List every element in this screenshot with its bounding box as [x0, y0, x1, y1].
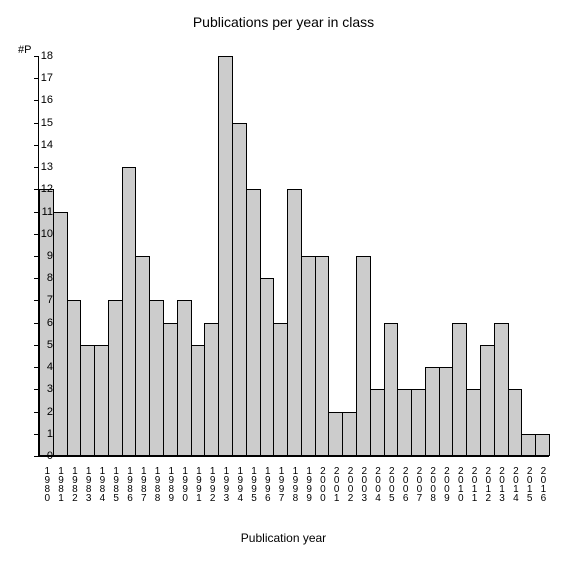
x-tick-label: 2001: [327, 460, 341, 508]
x-tick-label: 1989: [162, 460, 176, 508]
bar: [370, 389, 385, 456]
x-tick-label: 1991: [190, 460, 204, 508]
bar: [356, 256, 371, 456]
bar: [452, 323, 467, 456]
y-tick-label: 3: [33, 383, 53, 395]
x-tick-label: 2011: [465, 460, 479, 508]
x-tick-label: 1982: [66, 460, 80, 508]
x-tick-label: 2009: [438, 460, 452, 508]
bar: [204, 323, 219, 456]
x-tick-label: 2005: [383, 460, 397, 508]
bar: [521, 434, 536, 456]
bar: [397, 389, 412, 456]
x-tick-label: 1996: [259, 460, 273, 508]
x-tick-label: 2006: [396, 460, 410, 508]
bar: [135, 256, 150, 456]
x-tick-label: 2007: [410, 460, 424, 508]
x-tick-label: 1995: [245, 460, 259, 508]
bar: [384, 323, 399, 456]
x-tick-label: 1985: [107, 460, 121, 508]
y-tick-label: 4: [33, 361, 53, 373]
bars-group: [39, 56, 549, 456]
y-tick-label: 2: [33, 406, 53, 418]
bar: [246, 189, 261, 456]
y-tick-label: 6: [33, 317, 53, 329]
bar: [466, 389, 481, 456]
x-tick-label: 1988: [148, 460, 162, 508]
bar: [508, 389, 523, 456]
x-tick-label: 2003: [355, 460, 369, 508]
y-tick-label: 16: [33, 94, 53, 106]
x-labels-group: 1980198119821983198419851986198719881989…: [38, 460, 548, 508]
y-tick-label: 14: [33, 139, 53, 151]
bar: [80, 345, 95, 456]
x-tick-label: 2004: [369, 460, 383, 508]
y-tick-label: 13: [33, 161, 53, 173]
bar: [67, 300, 82, 456]
bar: [287, 189, 302, 456]
bar: [218, 56, 233, 456]
x-tick-label: 1987: [134, 460, 148, 508]
x-axis-title: Publication year: [0, 531, 567, 545]
bar: [177, 300, 192, 456]
bar: [108, 300, 123, 456]
x-tick-label: 2014: [507, 460, 521, 508]
bar: [191, 345, 206, 456]
x-tick-label: 2016: [534, 460, 548, 508]
bar: [94, 345, 109, 456]
bar: [411, 389, 426, 456]
x-tick-label: 1980: [38, 460, 52, 508]
x-tick-label: 2012: [479, 460, 493, 508]
y-tick-label: 10: [33, 228, 53, 240]
bar: [122, 167, 137, 456]
x-tick-label: 1994: [231, 460, 245, 508]
y-tick-label: 12: [33, 183, 53, 195]
chart-title: Publications per year in class: [0, 14, 567, 30]
bar: [149, 300, 164, 456]
chart-container: Publications per year in class #P 012345…: [0, 0, 567, 567]
x-tick-label: 1997: [272, 460, 286, 508]
x-tick-label: 1984: [93, 460, 107, 508]
x-tick-label: 2002: [341, 460, 355, 508]
bar: [439, 367, 454, 456]
bar: [232, 123, 247, 456]
x-tick-label: 1999: [300, 460, 314, 508]
x-tick-label: 1983: [79, 460, 93, 508]
x-tick-label: 2008: [424, 460, 438, 508]
x-tick-label: 1992: [203, 460, 217, 508]
y-tick-label: 18: [33, 50, 53, 62]
x-tick-label: 1986: [121, 460, 135, 508]
plot-area: [38, 56, 549, 457]
bar: [494, 323, 509, 456]
bar: [328, 412, 343, 456]
y-tick-label: 11: [33, 206, 53, 218]
bar: [301, 256, 316, 456]
x-tick-label: 1998: [286, 460, 300, 508]
y-axis-label: #P: [18, 44, 31, 56]
bar: [273, 323, 288, 456]
bar: [480, 345, 495, 456]
y-tick-label: 7: [33, 294, 53, 306]
y-tick-label: 17: [33, 72, 53, 84]
x-tick-label: 1993: [217, 460, 231, 508]
bar: [53, 212, 68, 456]
y-tick-label: 1: [33, 428, 53, 440]
bar: [535, 434, 550, 456]
bar: [425, 367, 440, 456]
x-tick-label: 1990: [176, 460, 190, 508]
bar: [342, 412, 357, 456]
x-tick-label: 2015: [520, 460, 534, 508]
bar: [163, 323, 178, 456]
y-tick-label: 9: [33, 250, 53, 262]
x-tick-label: 2013: [493, 460, 507, 508]
y-tick-label: 5: [33, 339, 53, 351]
bar: [260, 278, 275, 456]
x-tick-label: 1981: [52, 460, 66, 508]
y-tick-label: 8: [33, 272, 53, 284]
y-tick-label: 15: [33, 117, 53, 129]
x-tick-label: 2000: [314, 460, 328, 508]
bar: [315, 256, 330, 456]
x-tick-label: 2010: [451, 460, 465, 508]
